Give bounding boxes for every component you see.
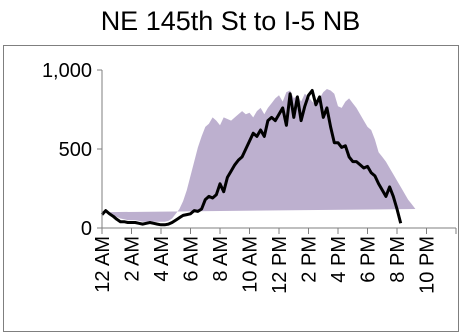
x-tick-label: 4 PM: [328, 236, 350, 283]
x-tick-label: 8 PM: [387, 236, 409, 283]
x-tick-label: 4 AM: [151, 236, 173, 282]
series-line: [100, 89, 403, 227]
x-tick-label: 10 PM: [417, 236, 439, 294]
chart-title: NE 145th St to I-5 NB: [100, 6, 361, 36]
range-band-layer: [102, 89, 416, 222]
y-tick-label: 0: [81, 218, 92, 240]
line-chart: 0 500 1,000 12 AM 2 AM 4 AM 6 AM 8 AM 10 AM 12 PM…: [42, 60, 457, 294]
x-tick-label: 6 AM: [181, 236, 203, 282]
y-tick-label: 500: [59, 139, 92, 161]
x-tick-label: 6 PM: [358, 236, 380, 283]
series-line-layer: [100, 89, 403, 227]
x-tick-label: 2 PM: [299, 236, 321, 283]
axis-layer: 0 500 1,000 12 AM 2 AM 4 AM 6 AM 8 AM 10 AM 12 PM…: [42, 60, 457, 294]
range-band: [102, 89, 416, 222]
x-tick-label: 12 PM: [269, 236, 291, 294]
y-tick-label: 1,000: [42, 60, 92, 82]
x-tick-label: 2 AM: [122, 236, 144, 282]
x-tick-label: 8 AM: [210, 236, 232, 282]
x-tick-label: 12 AM: [92, 236, 114, 293]
x-tick-label: 10 AM: [240, 236, 262, 293]
chart-frame: 0 500 1,000 12 AM 2 AM 4 AM 6 AM 8 AM 10 AM 12 PM…: [3, 45, 459, 332]
